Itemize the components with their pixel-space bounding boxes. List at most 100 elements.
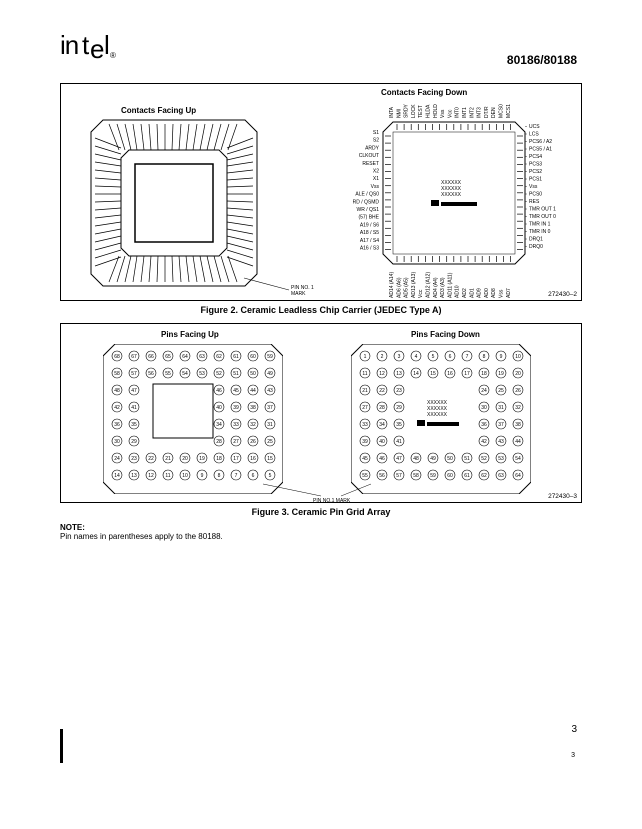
svg-text:LCS: LCS [529,132,539,138]
left-vertical-bar [60,729,63,763]
svg-text:AD12 (A12): AD12 (A12) [426,272,432,298]
fig3-id: 272430–3 [548,493,577,500]
svg-text:35: 35 [396,422,402,428]
svg-text:A16 / S3: A16 / S3 [360,246,379,252]
svg-text:22: 22 [148,456,154,462]
svg-text:61: 61 [233,354,239,360]
svg-text:44: 44 [515,439,521,445]
svg-text:29: 29 [131,439,137,445]
svg-text:AD11 (A11): AD11 (A11) [447,272,453,298]
svg-text:13: 13 [396,371,402,377]
svg-text:51: 51 [464,456,470,462]
svg-text:5: 5 [269,473,272,479]
svg-text:19: 19 [498,371,504,377]
svg-text:37: 37 [498,422,504,428]
svg-text:37: 37 [267,405,273,411]
svg-text:RES: RES [529,199,540,205]
fig2-id: 272430–2 [548,291,577,298]
svg-text:52: 52 [481,456,487,462]
svg-text:AD6 (A6): AD6 (A6) [396,277,402,298]
svg-text:LOCK: LOCK [411,104,417,118]
svg-text:WR / QS1: WR / QS1 [356,207,379,213]
svg-text:50: 50 [447,456,453,462]
svg-text:56: 56 [379,473,385,479]
svg-text:46: 46 [216,388,222,394]
svg-text:26: 26 [250,439,256,445]
svg-text:X2: X2 [373,169,379,175]
svg-text:13: 13 [131,473,137,479]
svg-text:PCS6 / A2: PCS6 / A2 [529,139,552,145]
svg-text:47: 47 [131,388,137,394]
svg-text:64: 64 [182,354,188,360]
svg-text:RESET: RESET [362,161,379,167]
svg-text:53: 53 [199,371,205,377]
svg-text:21: 21 [362,388,368,394]
svg-text:35: 35 [131,422,137,428]
svg-text:43: 43 [267,388,273,394]
svg-text:56: 56 [148,371,154,377]
svg-text:23: 23 [131,456,137,462]
svg-text:PIN NO.1 MARK: PIN NO.1 MARK [313,498,351,504]
svg-text:11: 11 [362,371,367,377]
svg-text:59: 59 [430,473,436,479]
svg-text:23: 23 [396,388,402,394]
svg-text:66: 66 [148,354,154,360]
svg-text:6: 6 [252,473,255,479]
svg-text:TMR OUT 1: TMR OUT 1 [529,207,556,213]
svg-text:34: 34 [379,422,385,428]
svg-text:DT/R: DT/R [484,106,490,118]
svg-text:HLDA: HLDA [426,104,432,118]
svg-text:18: 18 [481,371,487,377]
fig2-label-down: Contacts Facing Down [381,88,467,97]
svg-text:31: 31 [267,422,273,428]
intel-logo: in t e l ® [60,30,118,67]
svg-text:CLKOUT: CLKOUT [359,153,379,159]
svg-text:t: t [82,30,90,60]
svg-text:6: 6 [449,354,452,360]
svg-text:41: 41 [396,439,402,445]
svg-text:27: 27 [362,405,368,411]
svg-text:60: 60 [447,473,453,479]
svg-text:58: 58 [114,371,120,377]
svg-text:Vss: Vss [440,109,446,118]
svg-text:7: 7 [466,354,469,360]
svg-text:15: 15 [267,456,273,462]
svg-text:14: 14 [413,371,419,377]
svg-text:52: 52 [216,371,222,377]
svg-text:53: 53 [498,456,504,462]
fig3-label-down: Pins Facing Down [411,330,480,339]
svg-text:65: 65 [165,354,171,360]
svg-text:DEN: DEN [491,107,497,118]
svg-text:MCS0: MCS0 [499,104,505,118]
svg-text:58: 58 [413,473,419,479]
svg-text:S2: S2 [373,138,379,144]
svg-text:3: 3 [398,354,401,360]
svg-text:PCS5 / A1: PCS5 / A1 [529,147,552,153]
svg-text:22: 22 [379,388,385,394]
svg-text:33: 33 [362,422,368,428]
figure-3-caption: Figure 3. Ceramic Pin Grid Array [60,507,582,517]
svg-text:32: 32 [250,422,256,428]
svg-text:43: 43 [498,439,504,445]
svg-text:20: 20 [515,371,521,377]
svg-text:PCS1: PCS1 [529,177,542,183]
svg-text:49: 49 [430,456,436,462]
svg-text:36: 36 [481,422,487,428]
svg-text:AD4 (A4): AD4 (A4) [433,277,439,298]
svg-text:AD3 (A3): AD3 (A3) [440,277,446,298]
svg-text:®: ® [110,51,116,60]
svg-text:57: 57 [396,473,402,479]
svg-text:7: 7 [235,473,238,479]
svg-text:38: 38 [515,422,521,428]
svg-text:AD14 (A14): AD14 (A14) [389,272,395,298]
svg-text:42: 42 [481,439,487,445]
svg-text:l: l [104,30,109,60]
svg-text:32: 32 [515,405,521,411]
svg-text:45: 45 [233,388,239,394]
note-body: Pin names in parentheses apply to the 80… [60,532,223,541]
svg-text:24: 24 [114,456,120,462]
svg-text:47: 47 [396,456,402,462]
svg-text:48: 48 [413,456,419,462]
svg-text:PCS0: PCS0 [529,192,542,198]
svg-text:RD / QSMD: RD / QSMD [353,199,380,205]
